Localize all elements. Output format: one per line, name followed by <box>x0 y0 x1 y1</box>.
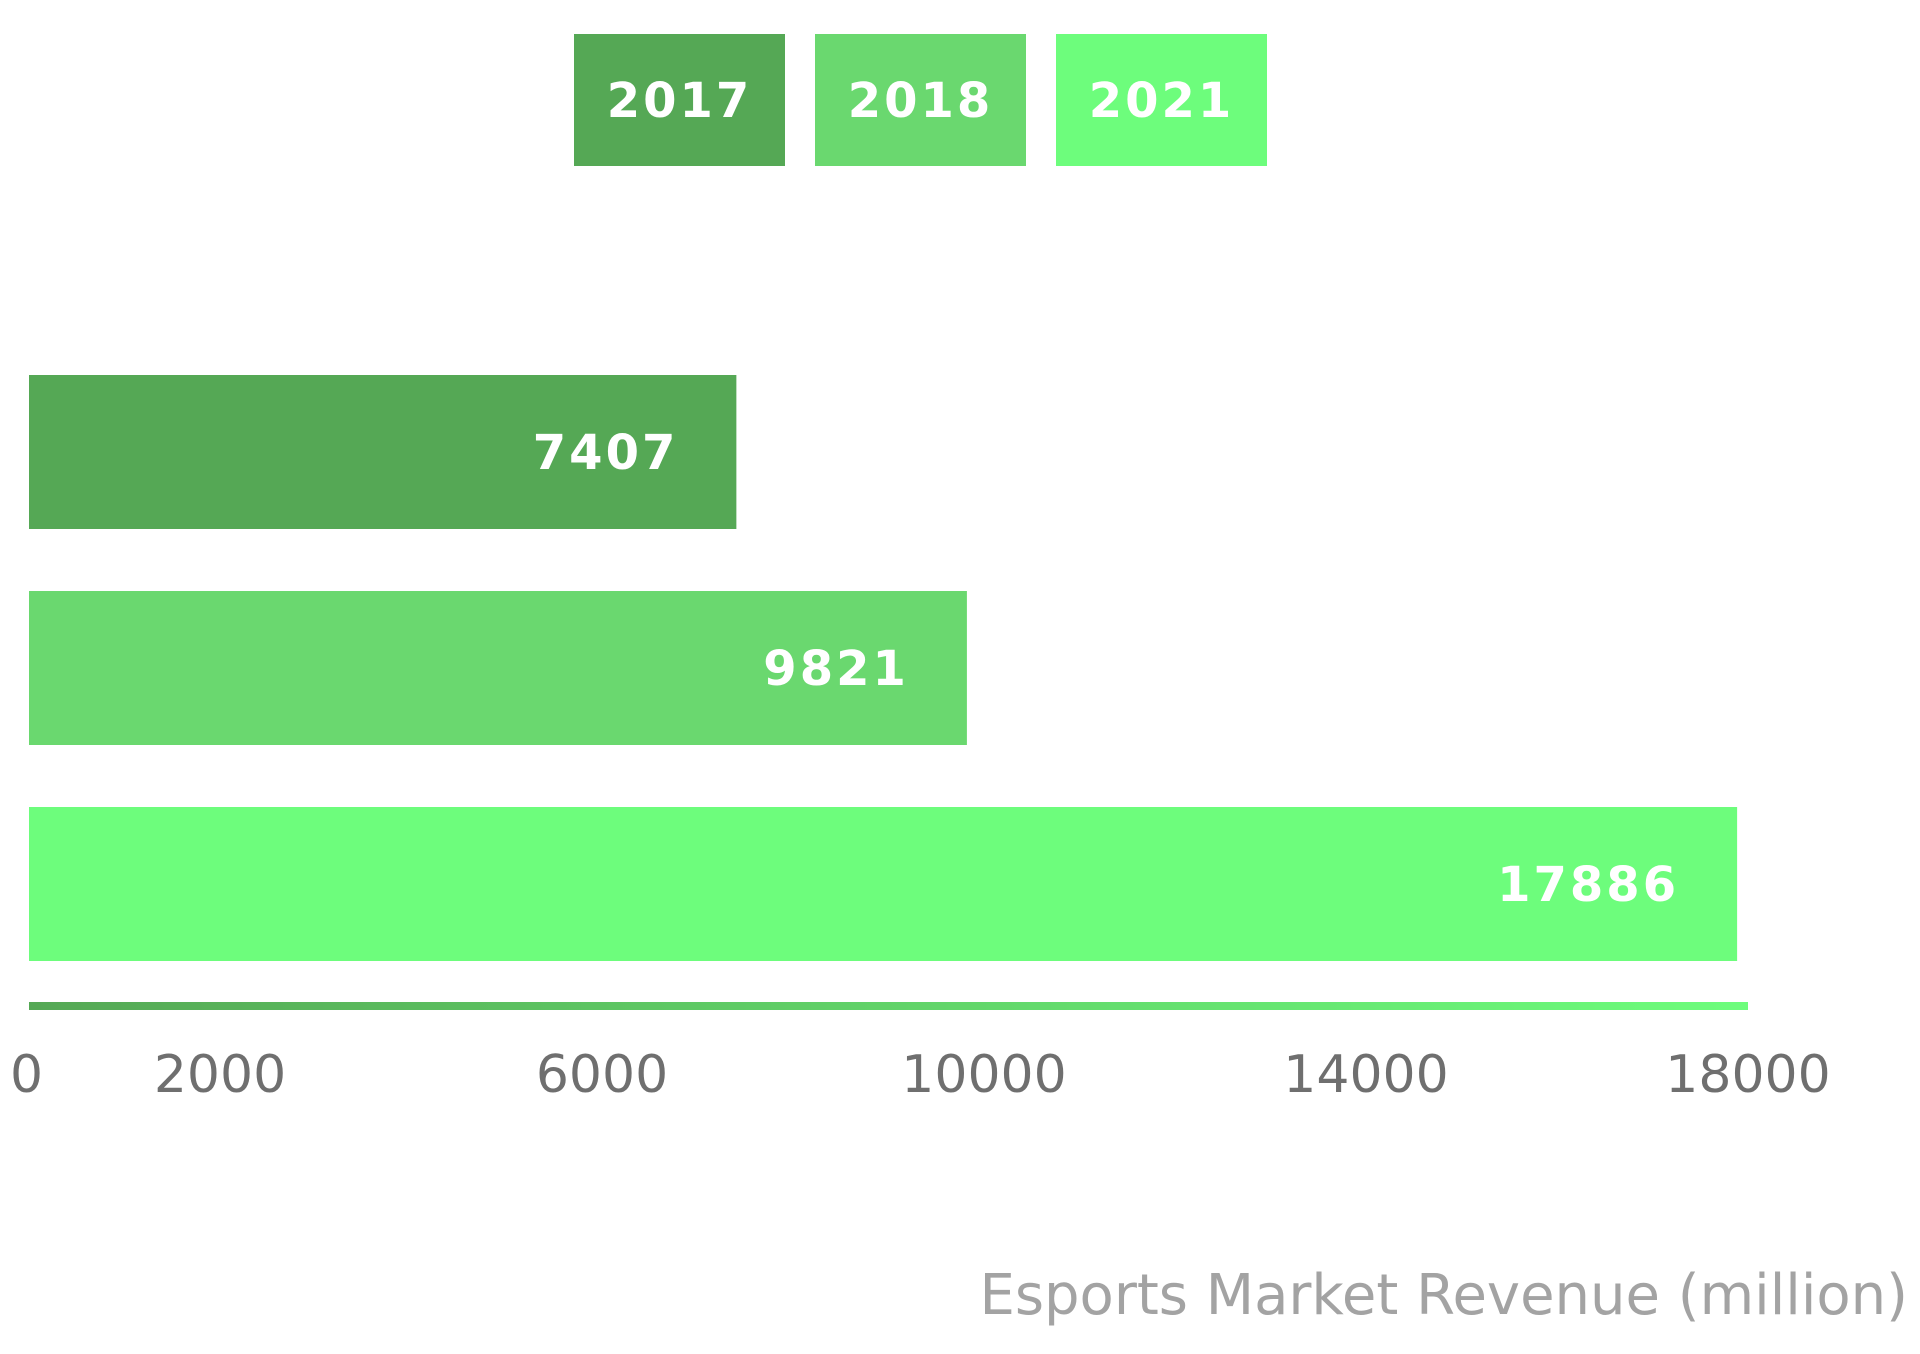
bar-2017 <box>29 375 737 529</box>
legend-label-2017: 2017 <box>607 73 753 129</box>
data-label-2018: 9821 <box>763 641 909 697</box>
legend-swatch-2021 <box>1056 34 1267 166</box>
legend: 2017 2018 2021 <box>574 34 1267 166</box>
x-tick-label-18000: 18000 <box>1665 1045 1830 1105</box>
x-axis: 0 2000 6000 10000 14000 18000 <box>10 1002 1831 1105</box>
legend-label-2021: 2021 <box>1089 73 1235 129</box>
x-tick-label-0: 0 <box>10 1045 43 1105</box>
legend-label-2018: 2018 <box>848 73 994 129</box>
bars: 7407 9821 17886 <box>29 375 1738 961</box>
bar-2021 <box>29 807 1738 961</box>
x-tick-label-10000: 10000 <box>901 1045 1066 1105</box>
x-axis-title: Esports Market Revenue (million) <box>979 1263 1908 1328</box>
bar-2018 <box>29 591 967 745</box>
x-axis-line <box>29 1002 1748 1010</box>
x-tick-label-2000: 2000 <box>154 1045 286 1105</box>
legend-swatch-2018 <box>815 34 1026 166</box>
x-tick-label-14000: 14000 <box>1283 1045 1448 1105</box>
data-label-2021: 17886 <box>1497 857 1679 913</box>
x-tick-label-6000: 6000 <box>536 1045 668 1105</box>
data-label-2017: 7407 <box>533 425 679 481</box>
legend-swatch-2017 <box>574 34 785 166</box>
